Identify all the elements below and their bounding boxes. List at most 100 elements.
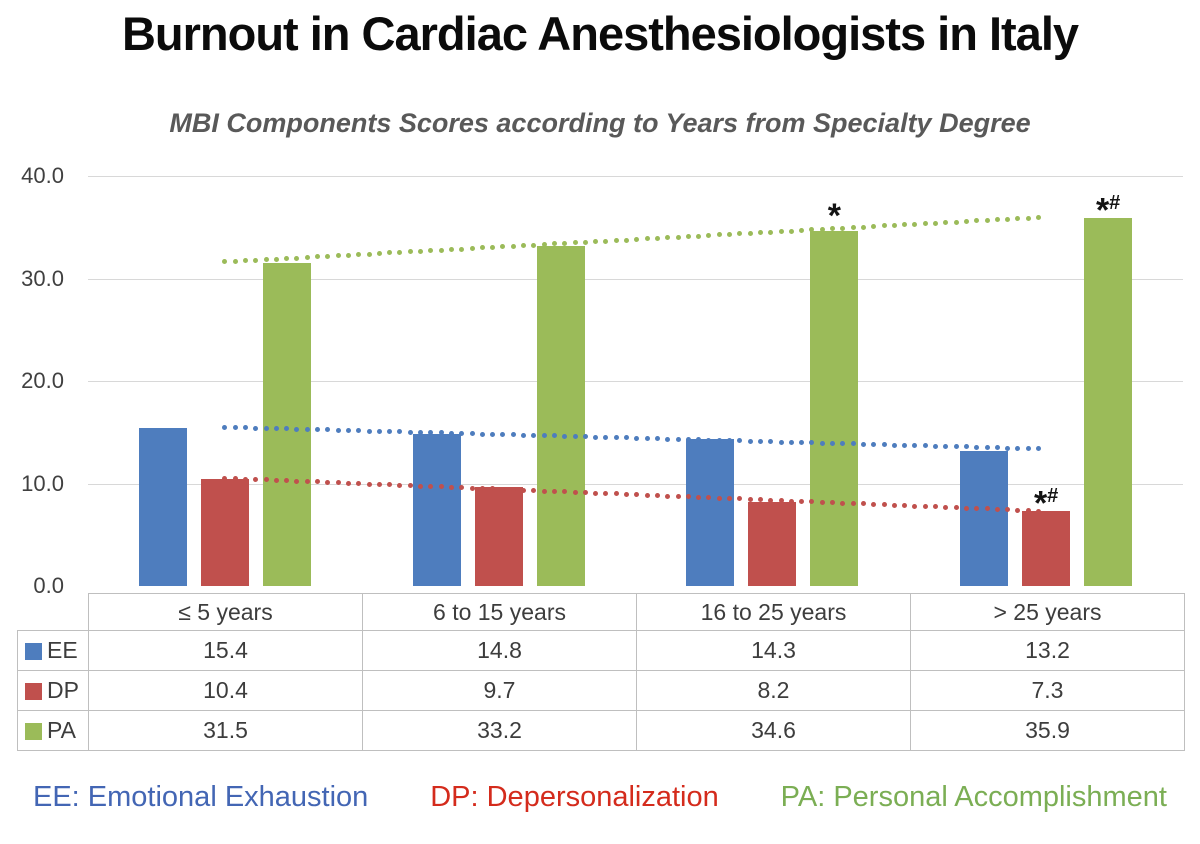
trend-dot-DP bbox=[737, 496, 743, 502]
trend-dot-PA bbox=[654, 235, 660, 241]
trend-dot-PA bbox=[603, 238, 609, 244]
trend-dot-EE bbox=[974, 444, 980, 450]
trend-dot-PA bbox=[665, 235, 671, 241]
bar-DP-0 bbox=[200, 479, 249, 586]
trend-dot-PA bbox=[727, 231, 733, 237]
trend-dot-EE bbox=[253, 425, 259, 431]
cell-ee-1: 14.8 bbox=[362, 630, 637, 671]
trend-dot-DP bbox=[613, 491, 619, 497]
trend-dot-PA bbox=[500, 244, 506, 250]
trend-dot-EE bbox=[624, 435, 630, 441]
trend-dot-PA bbox=[747, 230, 753, 236]
data-table: ≤ 5 years 6 to 15 years 16 to 25 years >… bbox=[17, 593, 1185, 751]
trend-dot-PA bbox=[963, 218, 969, 224]
trend-dot-PA bbox=[304, 254, 310, 260]
pa-color-swatch bbox=[25, 723, 42, 740]
trend-dot-PA bbox=[418, 248, 424, 254]
trend-dot-PA bbox=[984, 217, 990, 223]
trend-dot-PA bbox=[716, 232, 722, 238]
trend-dot-EE bbox=[510, 432, 516, 438]
trend-dot-DP bbox=[912, 503, 918, 509]
trend-dot-EE bbox=[469, 431, 475, 437]
trend-dot-PA bbox=[912, 221, 918, 227]
col-header-6-15-years: 6 to 15 years bbox=[362, 593, 637, 631]
trend-dot-PA bbox=[974, 218, 980, 224]
col-header-gt25-years: > 25 years bbox=[910, 593, 1185, 631]
trend-dot-PA bbox=[521, 243, 527, 249]
trend-dot-EE bbox=[222, 424, 228, 430]
trend-dot-PA bbox=[994, 217, 1000, 223]
trend-dot-DP bbox=[624, 491, 630, 497]
trend-dot-PA bbox=[1036, 215, 1042, 220]
trend-dot-EE bbox=[757, 438, 763, 444]
significance-annotation-DP-3: *# bbox=[1033, 484, 1059, 523]
trend-dot-EE bbox=[531, 432, 537, 438]
trend-dot-PA bbox=[232, 258, 238, 264]
trend-dot-PA bbox=[469, 245, 475, 251]
trend-dot-EE bbox=[902, 442, 908, 448]
trend-dot-DP bbox=[253, 476, 259, 482]
trend-dot-EE bbox=[654, 436, 660, 442]
trend-dot-PA bbox=[1005, 216, 1011, 222]
trend-dot-PA bbox=[448, 247, 454, 253]
trend-dot-PA bbox=[933, 220, 939, 226]
trend-dot-PA bbox=[335, 253, 341, 259]
trend-dot-PA bbox=[356, 252, 362, 258]
trend-dot-PA bbox=[531, 242, 537, 248]
trend-dot-EE bbox=[613, 435, 619, 441]
cell-dp-2: 8.2 bbox=[636, 670, 911, 711]
trend-dot-DP bbox=[943, 504, 949, 510]
trend-dot-EE bbox=[933, 443, 939, 449]
trend-dot-EE bbox=[644, 435, 650, 441]
trend-dot-PA bbox=[222, 259, 228, 265]
trend-dot-PA bbox=[294, 255, 300, 261]
trend-dot-DP bbox=[644, 492, 650, 498]
trend-dot-PA bbox=[428, 248, 434, 254]
trend-dot-EE bbox=[479, 431, 485, 437]
gridline bbox=[88, 483, 1183, 485]
trend-dot-EE bbox=[232, 425, 238, 430]
bar-EE-1 bbox=[412, 434, 461, 586]
trend-dot-PA bbox=[345, 252, 351, 258]
trend-dot-EE bbox=[356, 428, 362, 434]
trend-dot-EE bbox=[963, 444, 969, 450]
trend-dot-DP bbox=[902, 503, 908, 509]
trend-dot-EE bbox=[737, 438, 743, 444]
table-row-pa: PA 31.5 33.2 34.6 35.9 bbox=[17, 710, 1185, 751]
bar-PA-3 bbox=[1084, 218, 1133, 586]
cell-ee-3: 13.2 bbox=[910, 630, 1185, 671]
bar-EE-3 bbox=[960, 450, 1009, 586]
trend-dot-PA bbox=[634, 236, 640, 242]
trend-dot-PA bbox=[768, 229, 774, 235]
trend-dot-PA bbox=[407, 249, 413, 255]
bar-chart-plot-area: * *# *# bbox=[88, 176, 1183, 586]
trend-dot-EE bbox=[603, 434, 609, 440]
trend-dot-PA bbox=[315, 254, 321, 260]
trend-dot-EE bbox=[366, 428, 372, 434]
trend-dot-PA bbox=[706, 233, 712, 239]
table-row-ee: EE 15.4 14.8 14.3 13.2 bbox=[17, 630, 1185, 671]
bar-PA-1 bbox=[536, 245, 585, 586]
col-header-le5-years: ≤ 5 years bbox=[88, 593, 363, 631]
trend-dot-DP bbox=[634, 492, 640, 498]
y-tick-label: 30.0 bbox=[21, 265, 64, 291]
bar-PA-2 bbox=[810, 231, 859, 586]
trend-dot-PA bbox=[490, 244, 496, 250]
chart-title: MBI Components Scores according to Years… bbox=[169, 108, 1031, 138]
bar-PA-0 bbox=[262, 263, 311, 586]
trend-dot-EE bbox=[335, 427, 341, 433]
trend-dot-EE bbox=[778, 439, 784, 445]
trend-dot-EE bbox=[397, 429, 403, 435]
trend-dot-EE bbox=[315, 427, 321, 433]
trend-dot-EE bbox=[593, 434, 599, 440]
trend-dot-DP bbox=[881, 502, 887, 508]
trend-dot-PA bbox=[242, 258, 248, 264]
trend-dot-DP bbox=[593, 490, 599, 496]
trend-dot-EE bbox=[345, 428, 351, 433]
row-label-pa: PA bbox=[47, 717, 76, 743]
trend-dot-DP bbox=[531, 488, 537, 494]
trend-dot-PA bbox=[891, 222, 897, 228]
trend-dot-PA bbox=[902, 222, 908, 228]
bar-EE-0 bbox=[138, 428, 187, 586]
